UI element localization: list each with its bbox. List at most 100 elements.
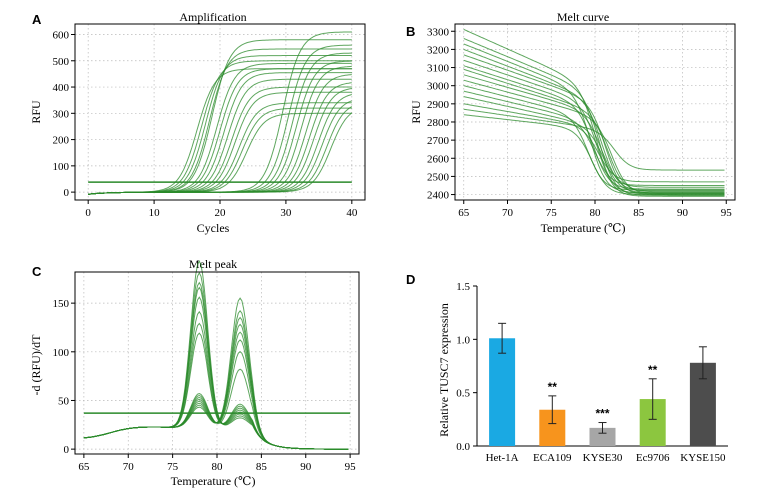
y-axis-label: -d (RFU)/dT (29, 334, 43, 396)
y-tick-label: 1.5 (456, 281, 470, 293)
melt-peak-line (83, 286, 349, 450)
y-tick-label: 0 (64, 444, 70, 456)
x-tick-label: 90 (300, 461, 312, 473)
significance-label: ** (648, 363, 658, 377)
y-tick-label: 3300 (427, 26, 450, 38)
y-tick-label: 100 (53, 161, 70, 173)
y-tick-label: 2500 (427, 171, 450, 183)
y-tick-label: 3000 (427, 81, 450, 93)
series-lines (88, 31, 353, 195)
melt-curve-chart: Melt curve Temperature (℃) RFU 65 70 75 80 8… (409, 10, 736, 235)
melt-curve-line (463, 96, 725, 194)
x-tick-label: 40 (346, 207, 358, 219)
y-tick-label: 2900 (427, 99, 450, 111)
bar (589, 427, 616, 446)
y-tick-label: 2400 (427, 190, 450, 202)
melt-peak-line (83, 309, 349, 450)
significance-label: ** (548, 380, 558, 394)
x-axis-label: Temperature (℃) (541, 221, 626, 235)
chart-title: Amplification (179, 10, 246, 24)
tick-labels: 65 70 75 80 85 90 95 0 50 100 150 (53, 298, 357, 473)
y-tick-label: 50 (58, 395, 70, 407)
x-tick-label: 85 (256, 461, 268, 473)
series-lines (83, 260, 351, 450)
melt-curve-line (463, 108, 725, 171)
y-axis-label: RFU (409, 100, 423, 124)
amplification-chart: Amplification Cycles RFU 0 10 20 30 400 100 20… (29, 10, 366, 235)
x-tick-label: 70 (502, 207, 514, 219)
y-tick-label: 0.5 (456, 388, 470, 400)
plot-frame (74, 271, 360, 455)
grid-lines (455, 24, 735, 200)
y-tick-label: 3200 (427, 44, 450, 56)
tick-labels: 0.0 0.5 1.0 1.5 Het-1A ECA109 KYSE30 Ec9706 KYSE… (456, 281, 726, 464)
melt-peak-line (83, 339, 349, 450)
expression-bar-chart: Relative TUSC7 expression ******* 0.00.5… (437, 281, 728, 464)
melt-peak-line (83, 260, 349, 450)
x-tick-label: 90 (677, 207, 689, 219)
bar (489, 338, 516, 446)
y-tick-label: 400 (53, 82, 70, 94)
melt-peak-line (83, 323, 349, 450)
plot-frame (454, 23, 736, 201)
plot-frame (74, 23, 366, 201)
melt-peak-line (83, 368, 349, 450)
x-tick-label: 75 (167, 461, 179, 473)
series-lines (463, 28, 725, 197)
amplification-curve (88, 44, 352, 195)
x-tick-label: 95 (345, 461, 357, 473)
y-tick-label: 300 (53, 108, 70, 120)
x-axis-label: Temperature (℃) (171, 474, 256, 488)
y-tick-label: 500 (53, 56, 70, 68)
y-tick-label: 2600 (427, 153, 450, 165)
amplification-curve (88, 112, 353, 195)
category-label: ECA109 (533, 452, 572, 464)
y-tick-label: 200 (53, 135, 70, 147)
category-label: KYSE30 (583, 452, 623, 464)
x-tick-label: 80 (212, 461, 224, 473)
y-tick-label: 1.0 (456, 334, 470, 346)
y-tick-label: 150 (53, 298, 70, 310)
category-label: Ec9706 (636, 452, 670, 464)
y-axis-label: Relative TUSC7 expression (437, 303, 451, 437)
x-tick-label: 70 (123, 461, 135, 473)
melt-peak-line (83, 310, 349, 450)
grid-lines (75, 24, 365, 200)
x-axis-label: Cycles (197, 221, 230, 235)
melt-curve-line (463, 28, 725, 195)
y-axis-label: RFU (29, 100, 43, 124)
melt-peak-line (83, 296, 349, 450)
category-label: KYSE150 (680, 452, 726, 464)
x-tick-label: 65 (78, 461, 90, 473)
chart-title: Melt peak (189, 257, 237, 271)
panel-label-c: C (32, 264, 42, 279)
chart-title: Melt curve (557, 10, 609, 24)
y-tick-label: 2800 (427, 117, 450, 129)
panel-label-b: B (406, 24, 415, 39)
melt-curve-line (463, 79, 725, 195)
x-tick-label: 95 (721, 207, 733, 219)
category-label: Het-1A (486, 452, 519, 464)
melt-peak-chart: Melt peak Temperature (℃) -d (RFU)/dT 65… (29, 257, 360, 488)
y-tick-label: 3100 (427, 63, 450, 75)
x-tick-label: 0 (85, 207, 91, 219)
tick-labels: 65 70 75 80 85 90 95 2400 2500 2600 2700 2800 2900 30… (427, 26, 732, 219)
melt-curve-line (463, 65, 725, 190)
x-tick-label: 10 (149, 207, 161, 219)
bars: ******* (489, 322, 716, 446)
melt-peak-line (83, 331, 349, 450)
melt-curve-line (463, 38, 725, 196)
melt-curve-line (463, 74, 725, 188)
x-tick-label: 30 (280, 207, 292, 219)
y-tick-label: 0.0 (456, 441, 470, 453)
melt-peak-line (83, 297, 349, 450)
melt-peak-line (83, 332, 349, 450)
melt-curve-line (463, 90, 725, 186)
x-tick-label: 20 (215, 207, 227, 219)
melt-curve-line (463, 68, 725, 193)
y-tick-label: 2700 (427, 135, 450, 147)
x-tick-label: 65 (458, 207, 470, 219)
panel-label-a: A (32, 12, 42, 27)
melt-peak-line (83, 322, 349, 450)
